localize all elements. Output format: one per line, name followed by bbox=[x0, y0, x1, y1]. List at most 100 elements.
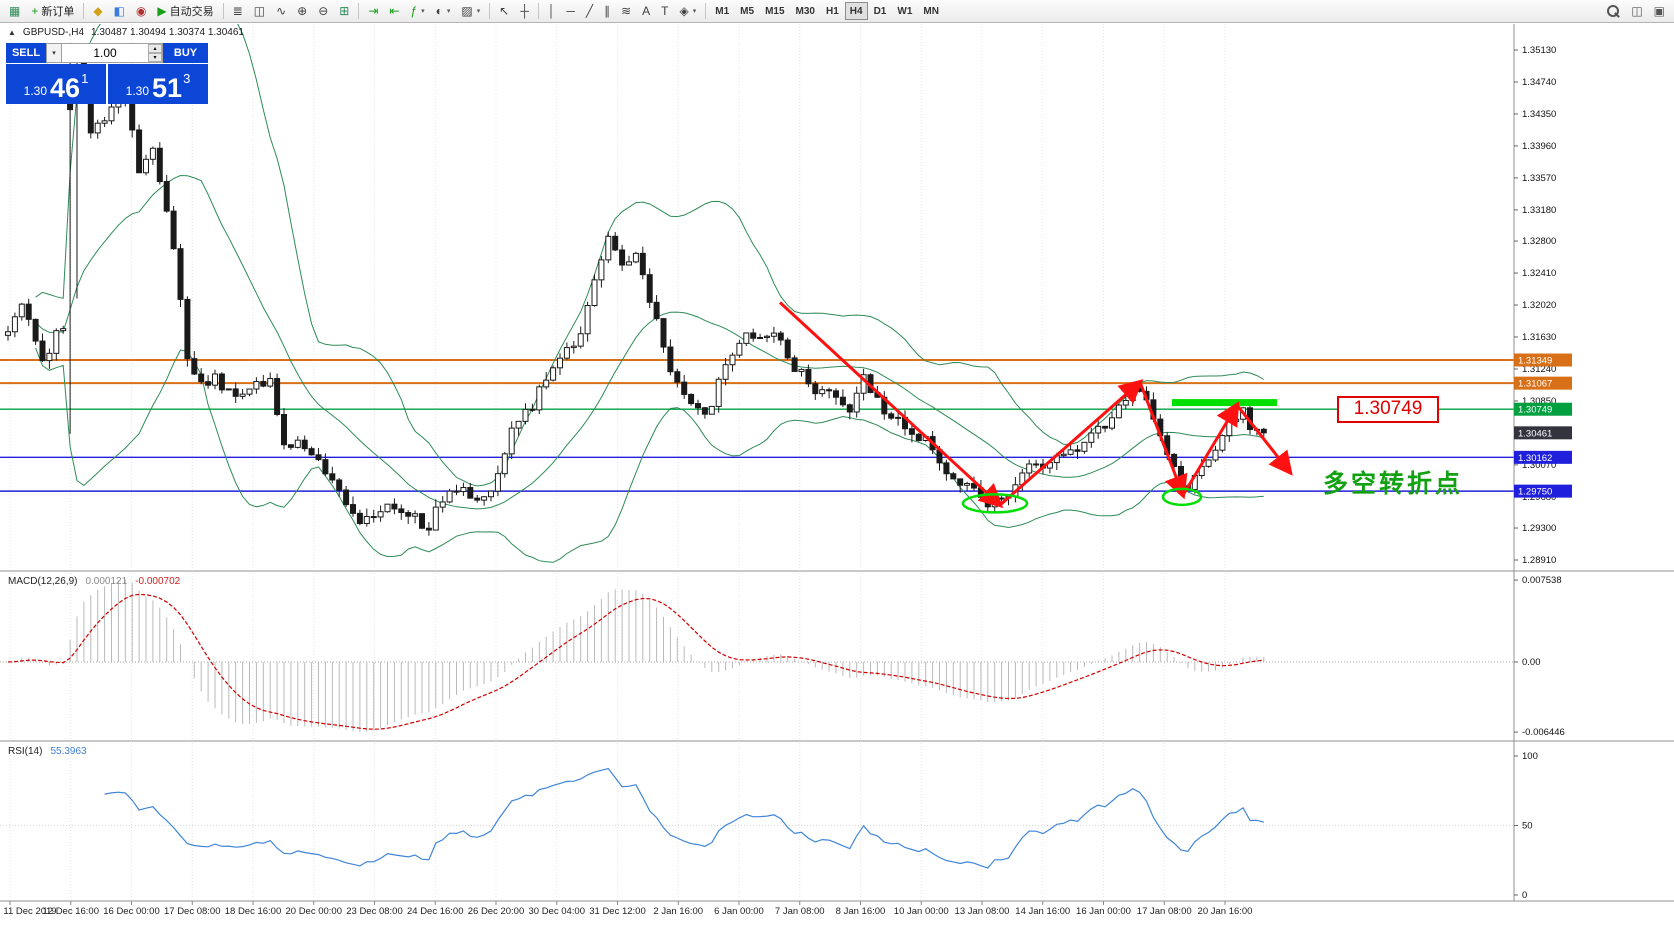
rsi-tick-label: 100 bbox=[1522, 751, 1538, 762]
price-callout-box[interactable]: 1.30749 bbox=[1337, 395, 1439, 423]
chevron-down-icon: ▾ bbox=[476, 8, 481, 15]
vertical-line-icon[interactable]: │ bbox=[543, 2, 561, 21]
price-tick-label: 1.33180 bbox=[1522, 205, 1556, 216]
sell-button[interactable]: SELL bbox=[6, 43, 46, 63]
zoom-out-icon[interactable]: ⊖ bbox=[313, 2, 333, 21]
time-tick-label: 20 Jan 16:00 bbox=[1198, 906, 1253, 917]
data-window-icon[interactable]: ◉ bbox=[131, 2, 151, 21]
timeframe-mn[interactable]: MN bbox=[918, 2, 944, 20]
macd-histogram bbox=[14, 579, 1265, 733]
timeframe-m5[interactable]: M5 bbox=[735, 2, 759, 20]
templates-icon[interactable]: ▨ ▾ bbox=[456, 2, 485, 21]
autotrading-button[interactable]: ▶ 自动交易 bbox=[152, 2, 218, 21]
macd-axis[interactable]: 0.007538 0.00 -0.006446 bbox=[1514, 575, 1565, 738]
reversal-ellipse[interactable] bbox=[961, 493, 1029, 514]
timeframe-w1[interactable]: W1 bbox=[892, 2, 917, 20]
trend-arrow[interactable] bbox=[999, 379, 1144, 507]
periods-icon[interactable]: ◐ ▾ bbox=[431, 2, 456, 21]
horizontal-line-icon[interactable]: ─ bbox=[561, 2, 580, 21]
macd-tick-label: 0.007538 bbox=[1522, 575, 1562, 586]
crosshair-icon: ┼ bbox=[520, 4, 529, 18]
trend-arrow[interactable] bbox=[778, 301, 1004, 509]
sell-price-button[interactable]: 1.30 46 1 bbox=[6, 64, 106, 104]
price-level-label bbox=[1514, 353, 1572, 367]
price-tick-label: 1.28910 bbox=[1522, 555, 1556, 566]
chart-annotations bbox=[778, 301, 1293, 514]
macd-tick-label: -0.006446 bbox=[1522, 727, 1565, 738]
volume-input[interactable] bbox=[62, 44, 148, 62]
timeframe-h4[interactable]: H4 bbox=[844, 2, 868, 20]
time-tick-label: 13 Jan 08:00 bbox=[955, 906, 1010, 917]
equidistant-channel-icon[interactable]: ∥ bbox=[599, 2, 615, 21]
chart-plot-area[interactable] bbox=[0, 24, 1514, 570]
price-axis[interactable]: 1.35130 1.34740 1.34350 1.33960 1.33570 1.331… bbox=[1514, 45, 1572, 566]
trendline-icon: ╱ bbox=[585, 4, 594, 18]
support-highlight-bar[interactable] bbox=[1172, 399, 1277, 407]
data-window-icon: ◉ bbox=[135, 4, 147, 18]
rsi-line bbox=[104, 767, 1264, 869]
line-chart-icon[interactable]: ∿ bbox=[271, 2, 291, 21]
new-window-icon[interactable]: ◫ bbox=[1626, 2, 1647, 21]
arrows-tool-icon[interactable]: ◈ ▾ bbox=[675, 2, 702, 21]
horizontal-line-icon: ─ bbox=[566, 4, 575, 18]
candlestick-chart-icon[interactable]: ◫ bbox=[249, 2, 270, 21]
label-icon[interactable]: T bbox=[656, 2, 673, 21]
equidistant-channel-icon: ∥ bbox=[604, 4, 611, 18]
arrange-windows-icon[interactable]: ▣ bbox=[1649, 2, 1670, 21]
time-tick-label: 12 Dec 16:00 bbox=[42, 906, 99, 917]
reversal-ellipse[interactable] bbox=[1161, 487, 1203, 507]
bollinger-upper-band bbox=[35, 24, 1265, 487]
timeframe-m30[interactable]: M30 bbox=[791, 2, 820, 20]
timeframe-m1[interactable]: M1 bbox=[710, 2, 734, 20]
rsi-axis[interactable]: 100 50 0 bbox=[1514, 751, 1538, 901]
price-tick-label: 1.32800 bbox=[1522, 236, 1556, 247]
timeframe-d1[interactable]: D1 bbox=[869, 2, 892, 20]
volume-up-button[interactable]: ▴ bbox=[148, 44, 162, 53]
bollinger-lower-band bbox=[35, 347, 1264, 563]
volume-steppers: ▴ ▾ bbox=[148, 44, 162, 62]
volume-down-button[interactable]: ▾ bbox=[148, 53, 162, 62]
fibonacci-icon[interactable]: ≋ bbox=[616, 2, 636, 21]
periods-icon: ◐ bbox=[435, 4, 443, 18]
tile-windows-icon: ⊞ bbox=[339, 4, 350, 18]
price-level-label-text: 1.31067 bbox=[1518, 379, 1552, 390]
chart-shift-icon[interactable]: ⇤ bbox=[384, 2, 404, 21]
app-chart-icon[interactable]: ▦ bbox=[4, 2, 25, 21]
search-icon[interactable] bbox=[1601, 2, 1625, 21]
time-tick-label: 6 Jan 00:00 bbox=[714, 906, 764, 917]
cursor-icon[interactable]: ↖ bbox=[494, 2, 514, 21]
market-watch-icon[interactable]: ◧ bbox=[109, 2, 130, 21]
bollinger-bands bbox=[35, 24, 1265, 563]
turning-point-text[interactable]: 多空转折点 bbox=[1323, 470, 1464, 499]
trend-arrow[interactable] bbox=[1138, 381, 1188, 500]
new-order-button[interactable]: + 新订单 bbox=[26, 2, 79, 21]
indicators-icon[interactable]: ƒ ▾ bbox=[405, 2, 429, 21]
time-tick-label: 2 Jan 16:00 bbox=[653, 906, 703, 917]
trendline-icon[interactable]: ╱ bbox=[581, 2, 598, 21]
trend-arrow[interactable] bbox=[1235, 404, 1293, 476]
profiles-icon[interactable]: ◆ bbox=[88, 2, 107, 21]
time-tick-label: 8 Jan 16:00 bbox=[836, 906, 886, 917]
auto-scroll-icon[interactable]: ⇥ bbox=[363, 2, 383, 21]
timeframe-m15[interactable]: M15 bbox=[760, 2, 789, 20]
price-tick-label: 1.32020 bbox=[1522, 300, 1556, 311]
text-icon[interactable]: A bbox=[637, 2, 655, 21]
buy-price-prefix: 1.30 bbox=[125, 84, 150, 98]
crosshair-icon[interactable]: ┼ bbox=[515, 2, 534, 21]
buy-price-button[interactable]: 1.30 51 3 bbox=[108, 64, 208, 104]
buy-button[interactable]: BUY bbox=[163, 43, 208, 63]
bar-chart-icon[interactable]: ≣ bbox=[228, 2, 248, 21]
toolbar-separator bbox=[489, 3, 491, 19]
rsi-tick-label: 50 bbox=[1522, 821, 1533, 832]
toolbar-separator bbox=[705, 3, 707, 19]
zoom-in-icon[interactable]: ⊕ bbox=[292, 2, 312, 21]
toolbar-separator bbox=[537, 3, 539, 19]
trend-arrow[interactable] bbox=[1181, 401, 1240, 496]
price-tick-label: 1.30850 bbox=[1522, 396, 1556, 407]
tile-windows-icon[interactable]: ⊞ bbox=[334, 2, 354, 21]
buy-price-big: 51 bbox=[152, 72, 183, 103]
trade-panel-dropdown[interactable]: ▾ bbox=[46, 43, 62, 63]
timeframe-h1[interactable]: H1 bbox=[821, 2, 844, 20]
